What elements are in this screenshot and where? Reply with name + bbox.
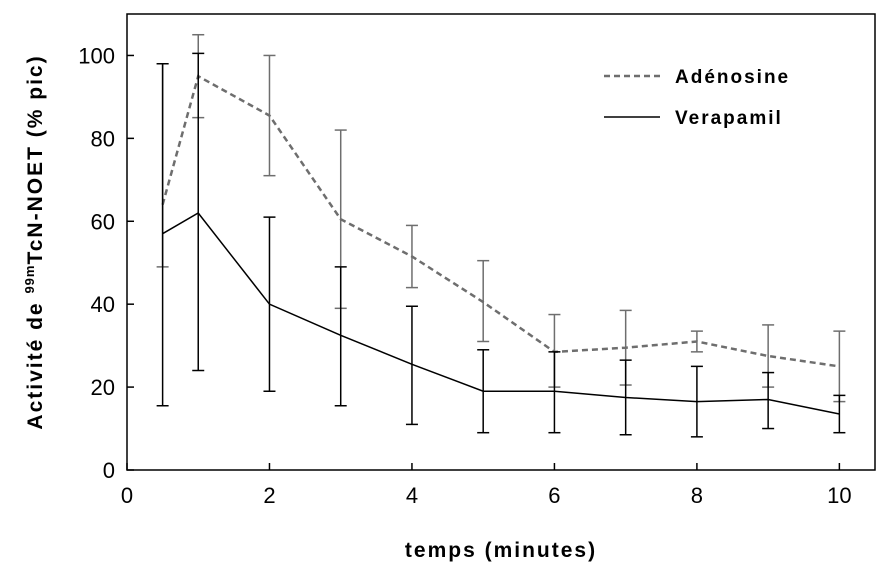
series-verapamil [156, 52, 846, 438]
y-tick-label: 60 [91, 209, 115, 234]
series-line-adenosine [161, 74, 840, 368]
y-tick-label: 100 [78, 43, 115, 68]
y-tick-label: 80 [91, 126, 115, 151]
y-tick-label: 40 [91, 292, 115, 317]
y-axis-title-superscript: 99m [22, 265, 37, 294]
plot-area-frame [126, 13, 876, 471]
y-tick-label: 20 [91, 375, 115, 400]
y-axis-title-prefix: Activité de [24, 294, 47, 430]
x-tick-label: 6 [548, 483, 560, 508]
legend-label-verapamil: Verapamil [675, 108, 783, 129]
y-axis-title-suffix: TcN-NOET (% pic) [24, 54, 47, 264]
y-tick-label: 0 [103, 458, 115, 483]
x-tick-label: 0 [121, 483, 133, 508]
legend: Adénosine Verapamil [604, 67, 790, 129]
x-axis-ticks: 0 2 4 6 8 10 [121, 463, 852, 508]
y-axis-ticks: 0 20 40 60 80 100 [78, 43, 134, 483]
x-tick-label: 10 [827, 483, 851, 508]
y-axis-title: Activité de 99mTcN-NOET (% pic) [22, 54, 47, 429]
x-tick-label: 2 [263, 483, 275, 508]
x-tick-label: 8 [691, 483, 703, 508]
x-tick-label: 4 [406, 483, 418, 508]
series-line-verapamil [162, 212, 840, 415]
x-axis-title: temps (minutes) [405, 539, 597, 562]
legend-label-adenosine: Adénosine [675, 67, 790, 88]
series-layer [156, 33, 846, 438]
